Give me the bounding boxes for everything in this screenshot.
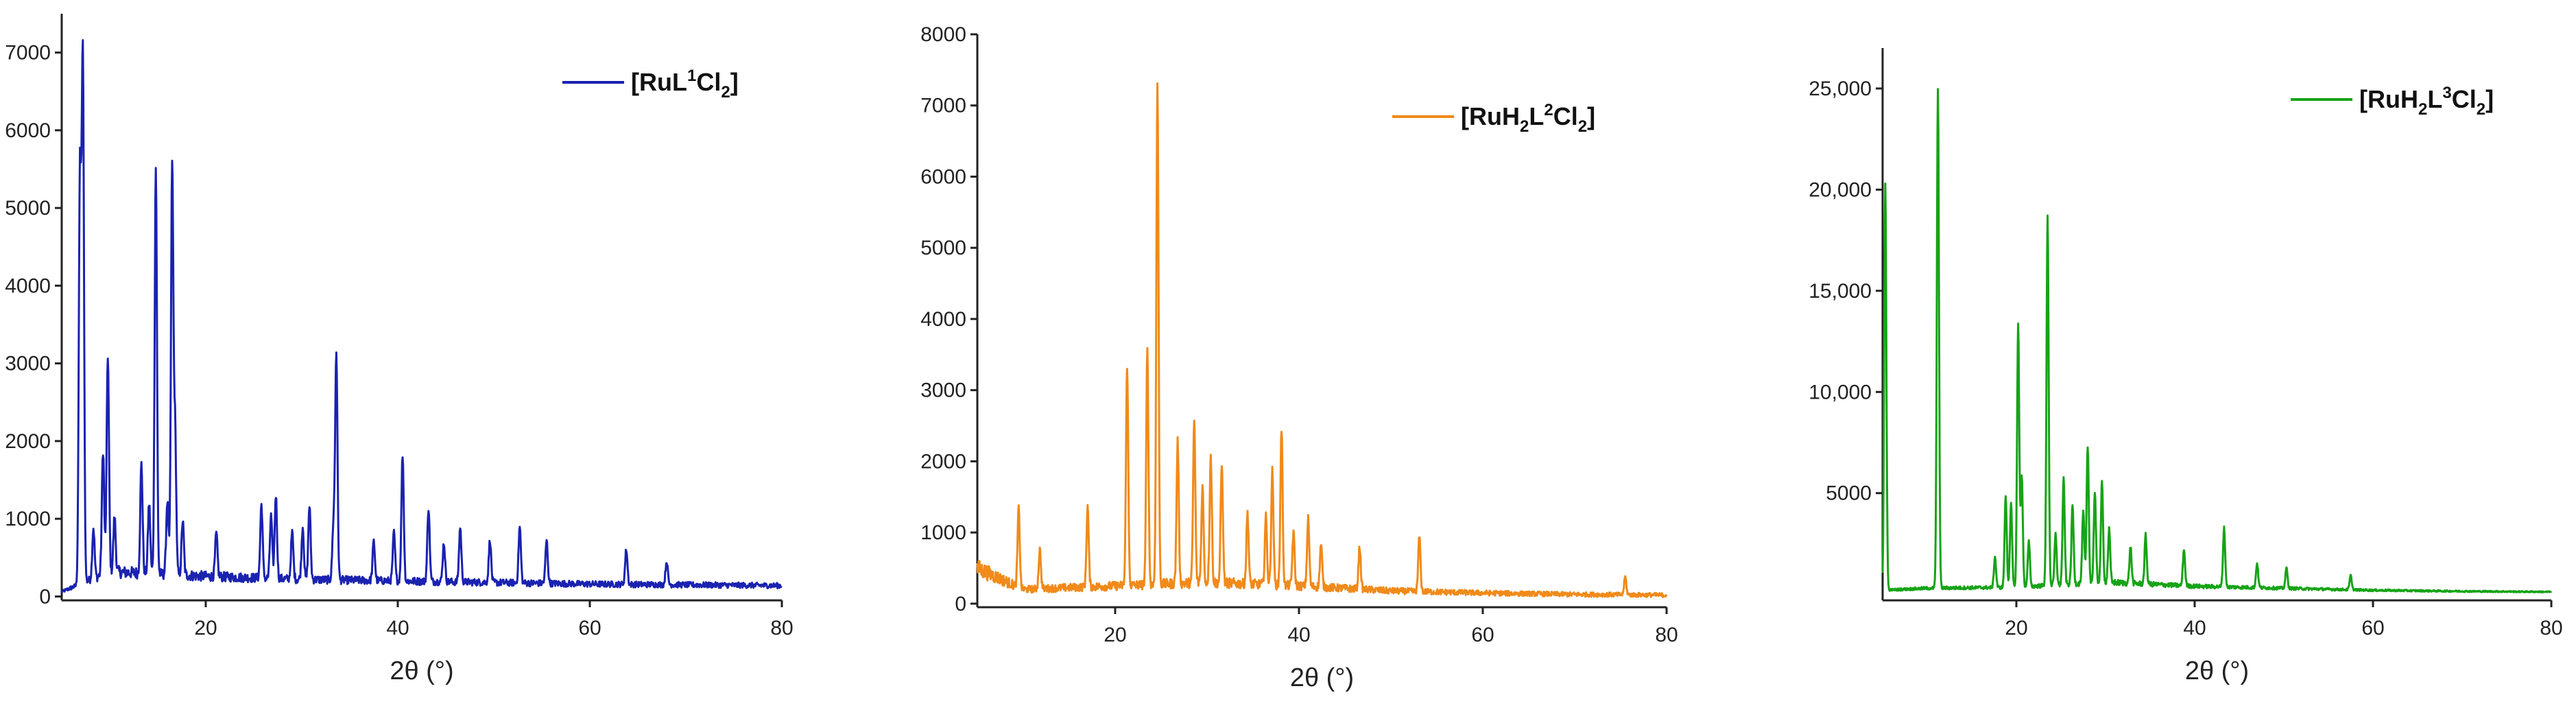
legend-label: [RuH2L2Cl2] (1461, 101, 1595, 136)
y-tick-label: 3000 (5, 353, 51, 375)
legend-label-part: L (1529, 102, 1544, 130)
legend-label-part: L (2427, 85, 2442, 113)
x-tick-label: 20 (2005, 617, 2027, 639)
chart-panel-2: 20 40 60 80 0 1000 2000 3000 4000 5000 6000 7000 800… (920, 23, 1678, 692)
legend-label-part: Cl (1553, 102, 1578, 130)
legend-label-part: 2 (1520, 117, 1529, 136)
y-tick-label: 6000 (5, 119, 51, 142)
x-tick-label: 60 (1471, 624, 1494, 646)
y-tick-label: 20,000 (1809, 178, 1872, 201)
legend-label-part: Cl (2452, 85, 2477, 113)
legend-label-part: 2 (2418, 100, 2427, 119)
legend: [RuH2L2Cl2] (1392, 101, 1595, 136)
x-tick-label: 80 (2540, 617, 2562, 639)
x-tick-label: 60 (2361, 617, 2384, 639)
y-tick-label: 1000 (5, 508, 51, 530)
legend-label-part: ] (2485, 85, 2494, 113)
legend-label-part: ] (1587, 102, 1595, 130)
y-tick-label: 7000 (920, 95, 966, 117)
legend-label-part: 2 (1544, 101, 1553, 119)
x-tick-label: 20 (1104, 624, 1126, 646)
legend-label: [RuH2L3Cl2] (2359, 84, 2494, 119)
chart-panel-3: 20 40 60 80 5000 10,000 15,000 20,000 25,000 2θ (… (1809, 48, 2563, 685)
y-tick-label: 2000 (5, 430, 51, 453)
y-tick-label: 5000 (1826, 482, 1872, 505)
y-tick-label: 4000 (920, 308, 966, 331)
legend-label: [RuL1Cl2] (631, 67, 739, 102)
y-tick-label: 5000 (5, 197, 51, 220)
y-tick-label: 10,000 (1809, 381, 1872, 403)
y-tick-label: 1000 (920, 521, 966, 544)
x-tick-label: 20 (194, 617, 217, 639)
legend-label-part: 2 (2477, 100, 2485, 119)
y-tick-label: 8000 (920, 23, 966, 46)
legend-label-part: 1 (687, 67, 696, 85)
chart-panel-1: 20 40 60 80 0 1000 2000 3000 4000 5000 6000 7000 2θ … (5, 14, 794, 685)
legend-label-part: [RuL (631, 68, 687, 96)
y-tick-label: 25,000 (1809, 78, 1872, 100)
x-tick-label: 40 (2183, 617, 2206, 639)
x-axis-label: 2θ (°) (1290, 663, 1354, 692)
y-tick-label: 3000 (920, 379, 966, 402)
y-tick-label: 5000 (920, 237, 966, 259)
y-tick-label: 7000 (5, 42, 51, 64)
x-axis-label: 2θ (°) (2185, 657, 2249, 685)
x-tick-label: 40 (1287, 624, 1310, 646)
legend-label-part: 2 (1578, 117, 1587, 136)
legend-label-part: ] (730, 68, 739, 96)
y-tick-label: 6000 (920, 165, 966, 188)
pattern-series-line (60, 39, 783, 593)
y-tick-label: 15,000 (1809, 280, 1872, 303)
legend: [RuL1Cl2] (562, 67, 739, 102)
x-tick-label: 80 (770, 617, 793, 639)
legend-label-part: [RuH (2359, 85, 2418, 113)
y-tick-label: 4000 (5, 274, 51, 297)
y-tick-label: 0 (39, 585, 51, 608)
x-tick-label: 40 (386, 617, 409, 639)
y-tick-label: 2000 (920, 450, 966, 473)
x-tick-label: 80 (1655, 624, 1678, 646)
legend-label-part: Cl (696, 68, 721, 96)
pattern-series-line (1881, 88, 2553, 593)
legend-label-part: [RuH (1461, 102, 1520, 130)
legend-label-part: 2 (721, 83, 730, 102)
legend: [RuH2L3Cl2] (2291, 84, 2494, 119)
x-axis-label: 2θ (°) (390, 657, 453, 685)
y-tick-label: 0 (955, 593, 966, 615)
pattern-series-line (976, 82, 1668, 598)
legend-label-part: 3 (2442, 84, 2451, 102)
x-tick-label: 60 (578, 617, 601, 639)
